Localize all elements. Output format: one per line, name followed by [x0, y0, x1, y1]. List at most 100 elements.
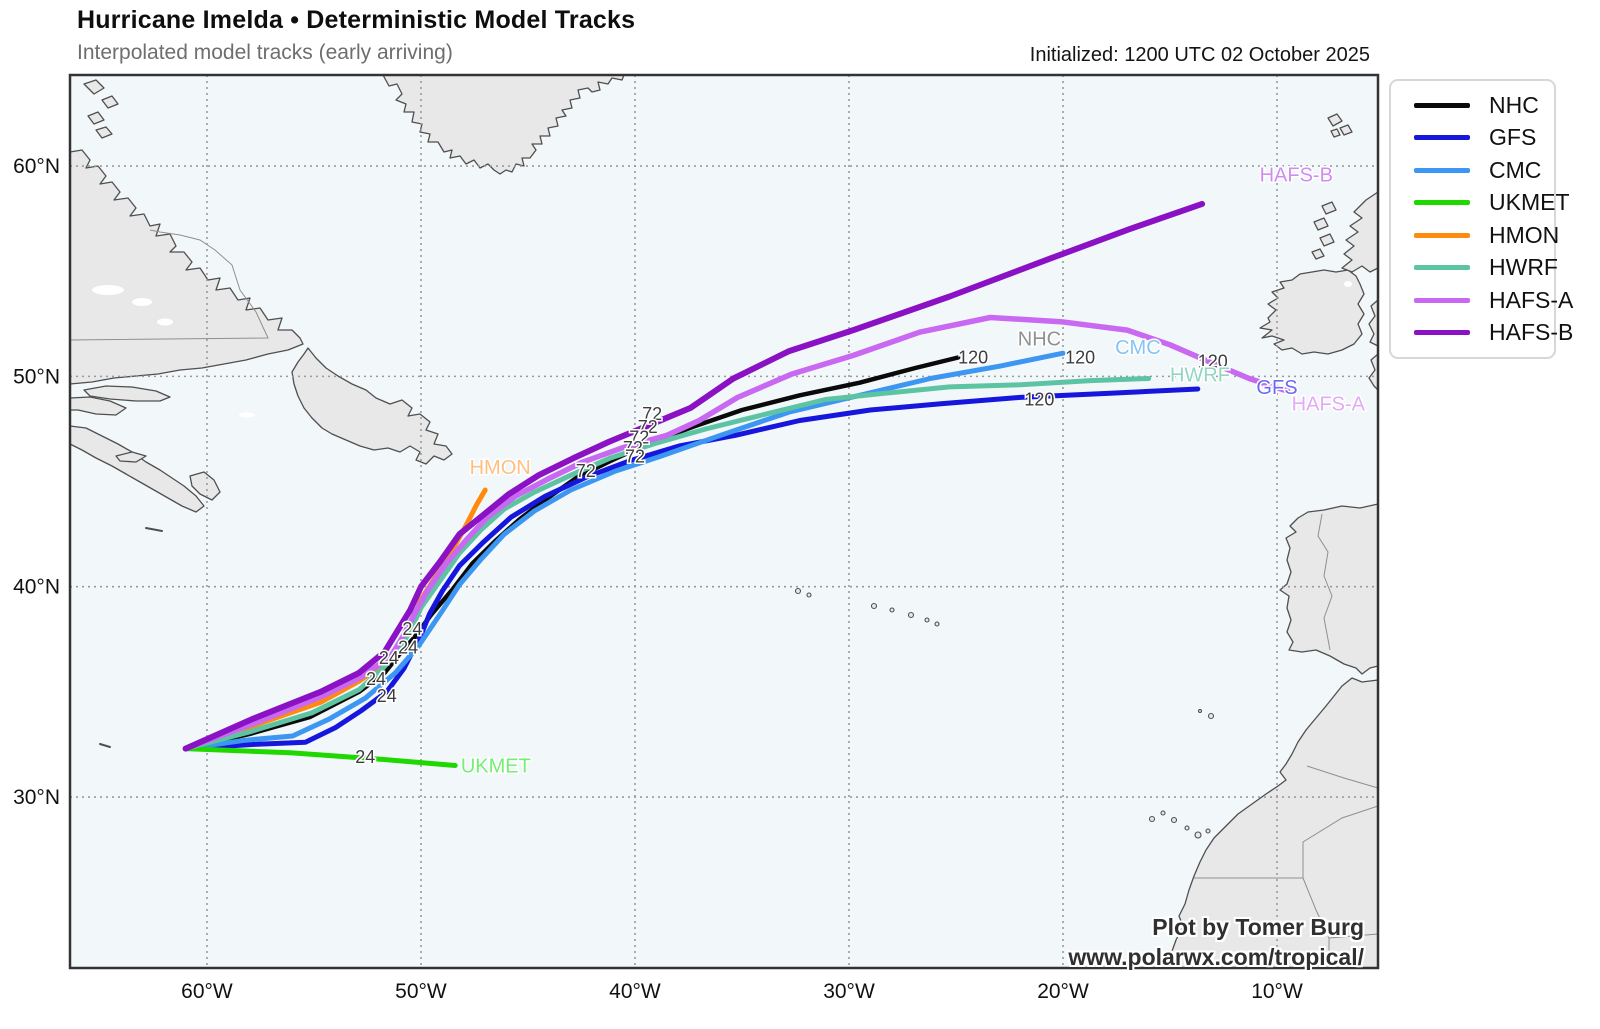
- legend-label-GFS: GFS: [1489, 124, 1537, 151]
- x-axis-tick: 40°W: [609, 980, 661, 1003]
- track-label-CMC: CMC: [1115, 337, 1161, 359]
- islands-azores: [794, 587, 940, 627]
- x-axis-tick: 30°W: [823, 980, 875, 1003]
- coastline-maritimes: [69, 425, 205, 513]
- lake-layer: [92, 281, 1352, 418]
- border-portugal-spain: [1317, 513, 1333, 651]
- border-quebec-labrador: [69, 229, 269, 341]
- hour-label-24: 24: [366, 669, 386, 689]
- hour-label-120: 120: [958, 347, 988, 367]
- track-HAFS-B: [182, 200, 1206, 752]
- x-axis-tick: 50°W: [395, 980, 447, 1003]
- y-axis-tick: 60°N: [13, 155, 60, 178]
- legend-swatch-GFS: [1414, 135, 1470, 141]
- legend-item-NHC: NHC: [1391, 92, 1554, 119]
- island-top-left-4: [95, 126, 113, 139]
- hour-label-120: 120: [1065, 347, 1095, 367]
- island-hebrides-2: [1313, 217, 1329, 231]
- island-top-left-1: [83, 79, 105, 95]
- legend-label-HAFS-A: HAFS-A: [1489, 286, 1574, 313]
- legend-swatch-UKMET: [1414, 200, 1470, 206]
- hour-label-24: 24: [355, 747, 375, 767]
- legend-item-UKMET: UKMET: [1391, 189, 1570, 216]
- hour-label-72: 72: [576, 461, 596, 481]
- legend-swatch-HAFS-A: [1414, 297, 1470, 303]
- coastline-scotland: [1341, 191, 1379, 273]
- x-axis-tick: 60°W: [181, 980, 233, 1003]
- attribution: Plot by Tomer Burg www.polarwx.com/tropi…: [1068, 912, 1364, 972]
- legend-item-HAFS-B: HAFS-B: [1391, 319, 1573, 346]
- coastline-england-sliver-1: [1368, 299, 1379, 347]
- hour-label-72: 72: [629, 427, 649, 447]
- legend-swatch-NHC: [1414, 102, 1470, 108]
- ocean-background: [70, 75, 1378, 968]
- island-hebrides-4: [1311, 248, 1325, 260]
- coastline-labrador: [69, 149, 304, 385]
- legend-label-CMC: CMC: [1489, 156, 1542, 183]
- x-axis-tick: 10°W: [1251, 980, 1303, 1003]
- coastline-ireland: [1259, 269, 1365, 355]
- island-hebrides-3: [1319, 233, 1335, 247]
- legend-swatch-HWRF: [1414, 265, 1470, 271]
- coastline-newfoundland: [291, 347, 453, 465]
- plot-border: [68, 73, 1380, 970]
- page-title: Hurricane Imelda • Deterministic Model T…: [77, 6, 636, 34]
- coastline-pei: [115, 451, 147, 463]
- attribution-line1: Plot by Tomer Burg: [1152, 914, 1364, 940]
- legend-label-HWRF: HWRF: [1489, 254, 1558, 281]
- track-label-GFS: GFS: [1256, 377, 1297, 399]
- legend-item-HAFS-A: HAFS-A: [1391, 287, 1573, 314]
- init-time-label: Initialized: 1200 UTC 02 October 2025: [1029, 44, 1370, 66]
- track-label-UKMET: UKMET: [461, 755, 531, 777]
- track-UKMET: [183, 746, 458, 768]
- hour-label-24: 24: [398, 638, 418, 658]
- coastline-greenland: [382, 74, 625, 175]
- islands-canary: [1148, 810, 1211, 839]
- gridlines: [70, 75, 1378, 968]
- border-morocco-algeria: [1306, 765, 1379, 789]
- hour-label-24: 24: [377, 686, 397, 706]
- legend-item-CMC: CMC: [1391, 157, 1554, 184]
- track-label-HMON: HMON: [470, 457, 531, 479]
- hour-label-24: 24: [379, 648, 399, 668]
- island-faroe-2: [1339, 124, 1353, 136]
- model-tracks: [182, 200, 1291, 768]
- coastline-gaspe: [69, 396, 127, 416]
- y-axis-tick: 40°N: [13, 576, 60, 599]
- border-layer: [69, 229, 1379, 968]
- legend-label-NHC: NHC: [1489, 91, 1539, 118]
- track-label-HAFS-B: HAFS-B: [1260, 164, 1333, 186]
- hour-label-120: 120: [1198, 352, 1228, 372]
- attribution-line2: www.polarwx.com/tropical/: [1068, 944, 1364, 970]
- legend-swatch-CMC: [1414, 167, 1470, 173]
- legend-item-HWRF: HWRF: [1391, 254, 1558, 281]
- border-western-sahara: [1194, 805, 1379, 879]
- land-layer: [69, 74, 1379, 969]
- page-subtitle: Interpolated model tracks (early arrivin…: [77, 41, 453, 64]
- legend-label-UKMET: UKMET: [1489, 189, 1570, 216]
- legend: NHC GFS CMC UKMET HMON HWRF HAFS-A HAFS-B: [1389, 79, 1573, 359]
- hour-label-72: 72: [642, 404, 662, 424]
- island-hebrides-1: [1321, 201, 1337, 215]
- island-faroe-3: [1330, 128, 1341, 138]
- axis-tick-labels: 60°W 50°W 40°W 30°W 20°W 10°W 60°N 50°N 40°N 30°N: [13, 155, 1303, 1003]
- island-faroe-1: [1327, 113, 1343, 127]
- hour-label-24: 24: [402, 619, 422, 639]
- coastline-anticosti: [83, 385, 171, 402]
- track-HAFS-A: [182, 314, 1291, 752]
- island-top-left-2: [101, 95, 119, 109]
- hour-label-72: 72: [623, 438, 643, 458]
- track-HWRF: [183, 376, 1152, 752]
- track-GFS: [183, 386, 1201, 752]
- x-axis-tick: 20°W: [1037, 980, 1089, 1003]
- coastline-africa: [1166, 677, 1379, 969]
- legend-item-GFS: GFS: [1391, 124, 1554, 151]
- track-CMC: [183, 350, 1066, 752]
- hour-label-120: 120: [1024, 390, 1054, 410]
- island-top-left-3: [87, 111, 105, 125]
- legend-label-HAFS-B: HAFS-B: [1489, 319, 1574, 346]
- hour-label-72: 72: [638, 417, 658, 437]
- island-sable: [145, 527, 163, 532]
- track-label-NHC: NHC: [1018, 329, 1061, 351]
